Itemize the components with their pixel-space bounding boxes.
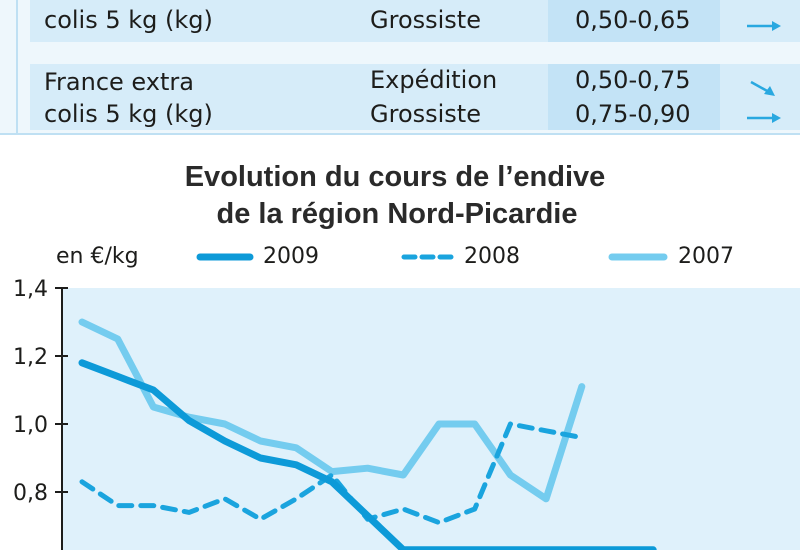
market-stage: Grossiste bbox=[370, 6, 481, 34]
market-stage: Grossiste bbox=[370, 100, 481, 128]
legend-label-2008: 2008 bbox=[464, 244, 520, 269]
legend-label-2007: 2007 bbox=[678, 244, 734, 269]
y-axis: 0,60,81,01,21,4 bbox=[13, 277, 68, 550]
y-tick-label: 1,2 bbox=[13, 345, 48, 370]
y-tick-label: 1,0 bbox=[13, 413, 48, 438]
price-column-band bbox=[548, 0, 720, 42]
stable-arrow-icon bbox=[747, 113, 781, 123]
chart-subtitle: de la région Nord-Picardie bbox=[216, 198, 578, 230]
price-range: 0,50-0,75 bbox=[575, 66, 691, 94]
price-column-band bbox=[548, 64, 720, 130]
price-table: colis 5 kg (kg) Grossiste 0,50-0,65 Fran… bbox=[0, 0, 800, 135]
product-packaging: colis 5 kg (kg) bbox=[44, 100, 213, 128]
legend-label-2009: 2009 bbox=[263, 244, 319, 269]
market-stage: Expédition bbox=[370, 66, 498, 94]
y-tick-label: 0,8 bbox=[13, 481, 48, 506]
chart-title: Evolution du cours de l’endive bbox=[184, 161, 606, 193]
down-arrow-icon bbox=[750, 80, 775, 96]
y-tick-label: 1,4 bbox=[13, 277, 48, 302]
product-name: France extra bbox=[44, 68, 194, 96]
table-bottom-rule bbox=[0, 133, 800, 135]
product-name: colis 5 kg (kg) bbox=[44, 6, 213, 34]
price-range: 0,75-0,90 bbox=[575, 100, 691, 128]
price-range: 0,50-0,65 bbox=[575, 6, 691, 34]
y-axis-unit-label: en €/kg bbox=[56, 244, 139, 269]
series-line-2008 bbox=[79, 421, 585, 526]
stable-arrow-icon bbox=[747, 21, 781, 31]
table-left-rule bbox=[16, 0, 18, 135]
